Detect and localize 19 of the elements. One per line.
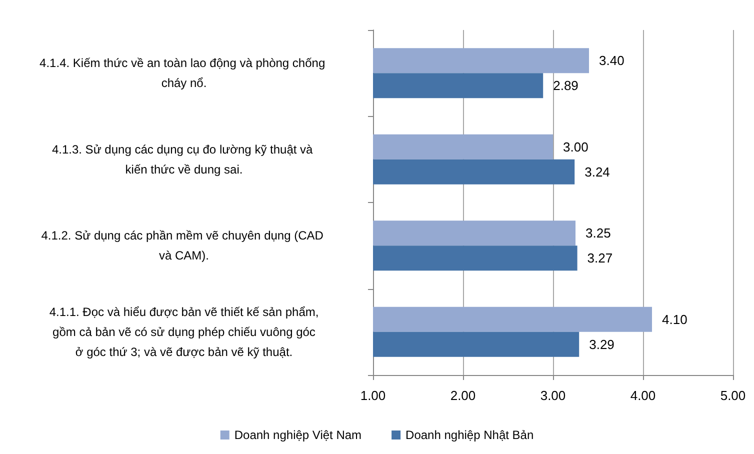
y-tick-label: 4.1.1. Đọc và hiểu được bản vẽ thiết kế sản phẩm, gồm cả bản vẽ có sử dụng phép chiếu vuông góc ở góc thứ 3; và vẽ được bản vẽ kỹ thuật. xyxy=(49,304,319,359)
data-label: 3.25 xyxy=(586,226,611,241)
data-label: 3.24 xyxy=(584,164,610,180)
y-tick-label: 4.1.4. Kiếm thức về an toàn lao động và phòng chống cháy nổ. xyxy=(40,56,328,90)
x-tick-label: 3.00 xyxy=(540,388,566,403)
data-label: 3.00 xyxy=(563,139,588,154)
data-label: 2.89 xyxy=(553,78,578,94)
x-tick-label: 2.00 xyxy=(450,388,476,403)
y-tick-label: 4.1.3. Sử dụng các dụng cụ đo lường kỹ thuật và kiến thức về dung sai. xyxy=(52,142,316,176)
data-label: 3.40 xyxy=(599,53,624,68)
legend-label: Doanh nghiệp Việt Nam xyxy=(234,428,362,442)
x-tick-label: 5.00 xyxy=(720,388,746,403)
data-label: 3.27 xyxy=(587,250,613,266)
y-tick-label: 4.1.2. Sử dụng các phần mềm vẽ chuyên dụng (CAD và CAM). xyxy=(41,228,327,263)
legend-label: Doanh nghiệp Nhật Bản xyxy=(406,428,534,442)
data-label: 4.10 xyxy=(662,312,688,327)
x-tick-label: 4.00 xyxy=(630,388,656,403)
x-tick-label: 1.00 xyxy=(360,388,386,403)
data-label: 3.29 xyxy=(589,336,614,352)
